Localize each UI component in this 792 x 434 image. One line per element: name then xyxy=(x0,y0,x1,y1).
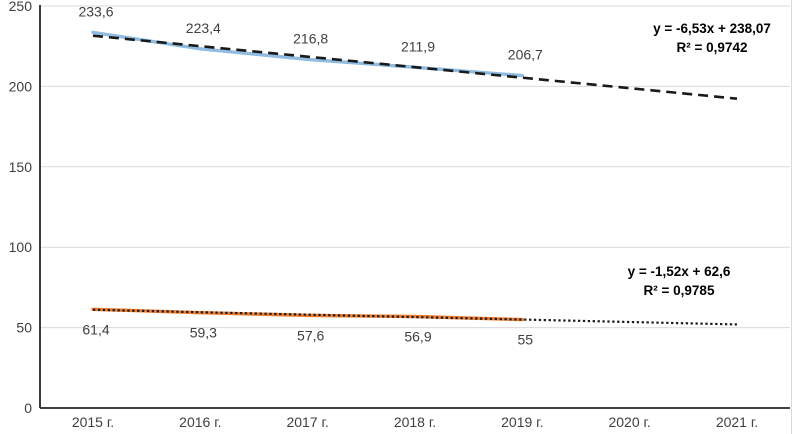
y-axis-tick-label: 200 xyxy=(9,78,33,94)
lower-series-data-label: 59,3 xyxy=(190,325,217,341)
upper-series-trendline xyxy=(92,34,738,100)
equation-text: y = -6,53x + 238,07 xyxy=(653,21,771,36)
y-axis-tick-label: 100 xyxy=(9,239,33,255)
x-axis-tick-label: 2016 г. xyxy=(179,414,221,430)
x-axis-tick-label: 2015 г. xyxy=(72,414,114,430)
equation-text: y = -1,52x + 62,6 xyxy=(627,264,731,279)
lower-series-data-label: 57,6 xyxy=(297,327,324,343)
trendline-equation-upper: y = -6,53x + 238,07 R² = 0,9742 xyxy=(653,19,771,57)
y-axis-tick-label: 50 xyxy=(16,320,32,336)
x-axis-tick-label: 2018 г. xyxy=(394,414,436,430)
upper-series-data-label: 223,4 xyxy=(186,20,221,36)
r-squared-text: R² = 0,9742 xyxy=(676,40,748,55)
y-axis-tick-label: 0 xyxy=(24,400,32,416)
lower-series-data-label: 55 xyxy=(518,332,534,348)
trendline-equation-lower: y = -1,52x + 62,6 R² = 0,9785 xyxy=(628,262,731,300)
x-axis-tick-label: 2020 г. xyxy=(608,414,650,430)
upper-series-data-label: 233,6 xyxy=(78,3,113,19)
y-axis-tick-label: 250 xyxy=(9,0,33,14)
upper-series-data-label: 206,7 xyxy=(508,47,543,63)
x-axis-tick-label: 2017 г. xyxy=(286,414,328,430)
upper-series-data-label: 216,8 xyxy=(293,30,328,46)
lower-series-data-label: 56,9 xyxy=(404,329,431,345)
lower-series-data-label: 61,4 xyxy=(82,321,109,337)
upper-series-data-label: 211,9 xyxy=(401,38,435,54)
y-axis-tick-label: 150 xyxy=(9,159,33,175)
x-axis-tick-label: 2019 г. xyxy=(501,414,543,430)
r-squared-text: R² = 0,9785 xyxy=(643,283,715,298)
x-axis-tick-label: 2021 г. xyxy=(716,414,758,430)
